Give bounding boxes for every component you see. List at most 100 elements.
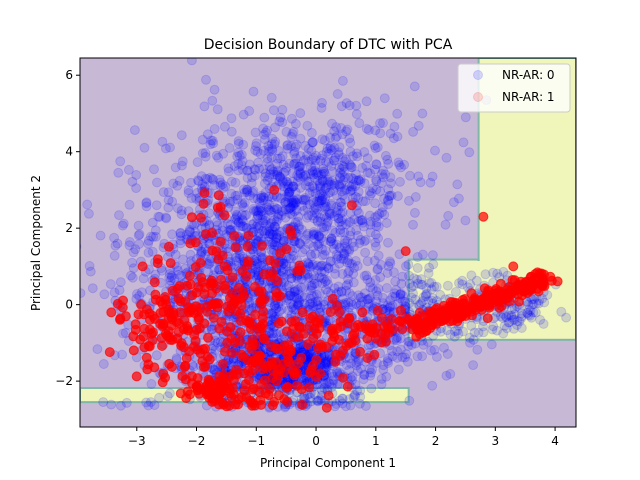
scatter-point-class1 [219,210,230,221]
scatter-point-class1 [223,306,234,317]
scatter-point-class0 [319,249,330,260]
scatter-point-class0 [308,242,319,252]
scatter-point-class1 [118,295,128,306]
scatter-point-class0 [115,277,126,288]
scatter-point-class0 [232,194,243,205]
scatter-point-class0 [266,92,277,103]
scatter-point-class1 [233,282,244,293]
scatter-point-class0 [353,208,364,219]
scatter-point-class0 [186,193,197,204]
scatter-point-class0 [150,225,161,236]
scatter-point-class0 [338,175,349,186]
scatter-point-class0 [225,196,236,207]
scatter-point-class0 [134,239,144,250]
scatter-point-class0 [215,180,226,191]
scatter-point-class0 [310,296,321,307]
scatter-point-class0 [247,187,258,198]
scatter-point-class0 [306,127,317,138]
scatter-point-class0 [264,172,275,183]
scatter-point-class0 [282,177,293,188]
scatter-point-class0 [341,126,352,137]
scatter-point-class0 [335,208,346,219]
scatter-point-class0 [166,270,177,281]
scatter-point-class0 [290,198,301,209]
scatter-point-class0 [310,202,321,213]
scatter-point-class0 [274,226,285,237]
scatter-point-class0 [314,231,324,242]
scatter-point-class0 [146,231,156,242]
scatter-point-class0 [269,239,280,250]
scatter-point-class0 [250,141,261,152]
scatter-point-class1 [195,303,205,313]
scatter-point-class0 [312,296,323,307]
scatter-point-class0 [290,118,301,129]
scatter-point-class0 [323,263,334,274]
scatter-point-class0 [351,148,362,159]
scatter-point-class0 [170,162,181,173]
scatter-point-class0 [309,213,319,224]
scatter-point-class0 [320,245,331,256]
scatter-point-class0 [267,164,277,175]
scatter-point-class0 [283,204,294,215]
scatter-point-class0 [325,236,336,247]
scatter-point-class0 [176,160,187,171]
scatter-point-class0 [314,231,325,242]
scatter-point-class1 [297,399,308,410]
scatter-point-class0 [316,395,327,406]
scatter-point-class0 [257,215,268,226]
scatter-point-class0 [348,241,359,252]
scatter-point-class0 [217,225,228,236]
scatter-point-class0 [378,298,389,309]
scatter-point-class0 [167,229,178,240]
scatter-point-class0 [242,186,253,197]
scatter-point-class0 [348,392,359,403]
scatter-point-class0 [364,364,375,375]
scatter-point-class1 [266,340,276,351]
scatter-point-class0 [373,250,384,261]
scatter-point-class0 [392,108,403,119]
scatter-point-class1 [163,241,174,252]
scatter-point-class0 [256,252,266,263]
scatter-point-class0 [303,143,314,154]
scatter-point-class0 [460,215,471,226]
scatter-point-class0 [228,196,238,207]
scatter-point-class0 [266,152,277,163]
scatter-point-class1 [379,321,390,332]
scatter-point-class0 [264,199,275,210]
scatter-point-class1 [292,380,302,391]
scatter-point-class0 [331,190,342,201]
scatter-point-class0 [127,257,138,268]
scatter-point-class0 [329,155,339,166]
scatter-point-class1 [271,357,282,368]
x-tick-label: 1 [372,434,380,448]
scatter-point-class0 [308,195,318,206]
scatter-point-class0 [208,138,219,149]
scatter-point-class0 [277,206,288,217]
scatter-point-class0 [209,180,220,191]
scatter-point-class0 [288,300,299,311]
scatter-point-class1 [482,313,493,324]
scatter-point-class0 [238,109,249,120]
scatter-point-class0 [124,240,135,251]
scatter-point-class0 [379,209,390,220]
scatter-point-class0 [256,192,267,203]
scatter-point-class0 [158,187,169,198]
scatter-point-class0 [239,197,250,208]
scatter-point-class0 [209,84,220,95]
scatter-point-class1 [342,381,353,392]
scatter-point-class0 [206,135,217,146]
legend-marker-class1 [473,92,483,102]
scatter-point-class0 [393,364,404,375]
scatter-point-class1 [152,258,163,269]
scatter-point-class0 [346,297,357,308]
scatter-point-class0 [333,281,344,292]
scatter-point-class0 [257,210,268,221]
scatter-point-class1 [256,295,267,306]
scatter-point-class1 [395,305,406,316]
scatter-point-class0 [106,399,117,410]
scatter-point-class1 [200,361,211,372]
scatter-point-class1 [229,297,240,308]
scatter-point-class1 [247,365,258,376]
scatter-point-class0 [337,214,348,224]
scatter-point-class0 [138,273,149,284]
